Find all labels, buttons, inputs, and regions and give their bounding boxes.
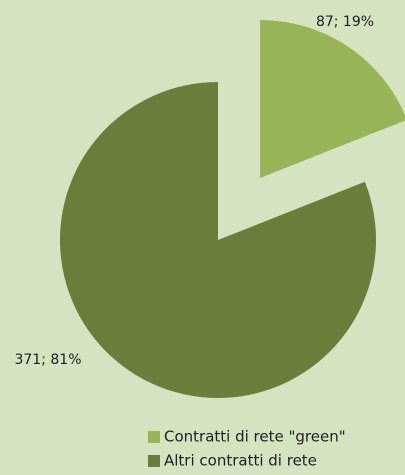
- data-label: 371; 81%: [14, 352, 81, 368]
- legend-label: Contratti di rete "green": [164, 428, 346, 446]
- pie-slice: [260, 19, 405, 178]
- legend-swatch: [148, 431, 160, 443]
- data-label: 87; 19%: [316, 14, 374, 30]
- pie-slice: [60, 82, 376, 399]
- legend-swatch: [148, 455, 160, 467]
- legend-label: Altri contratti di rete: [164, 452, 317, 470]
